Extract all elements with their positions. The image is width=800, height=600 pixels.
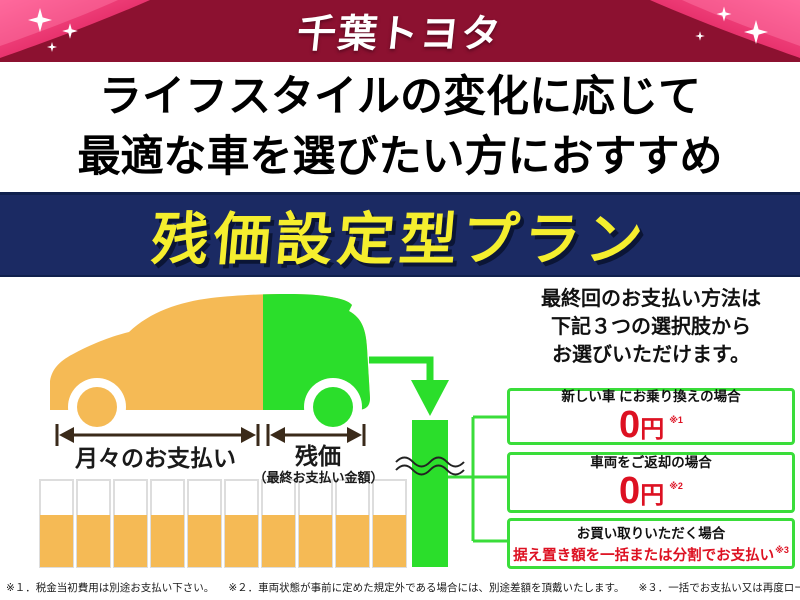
- car-illustration: [50, 294, 370, 436]
- right-ribbon-decoration: [650, 0, 800, 58]
- diagram-graphics: [39, 294, 508, 568]
- options-intro-line1: 最終回のお支払い方法は: [541, 288, 761, 310]
- option-condition: 車両をご返却の場合: [590, 455, 712, 470]
- options-intro-line2: 下記３つの選択肢から: [551, 316, 751, 338]
- left-ribbon-decoration: [0, 0, 150, 58]
- option-amount: 0円 ※1: [619, 404, 683, 446]
- note-ref: ※2: [669, 481, 683, 491]
- connector-lines: [448, 415, 508, 543]
- plan-title: 残価設定型プラン: [148, 208, 651, 272]
- option-box-purchase: お買い取りいただく場合 据え置き額を一括または分割でお支払い※3: [507, 518, 795, 569]
- note-ref: ※3: [775, 545, 789, 555]
- monthly-bars: [39, 479, 407, 568]
- footnote-1: ※１．税金当初費用は別途お支払い下さい。: [6, 582, 215, 594]
- option-condition: お買い取りいただく場合: [576, 526, 726, 541]
- footnote-3: ※３．一括でお支払い又は再度ローンを組むこともできます。: [638, 582, 800, 594]
- headline: ライフスタイルの変化に応じて 最適な車を選びたい方におすすめ: [0, 62, 800, 192]
- monthly-arrow: [55, 424, 260, 446]
- residual-label: 残価: [295, 443, 341, 469]
- front-wheel: [77, 387, 117, 427]
- header-banner: 千葉トヨタ: [0, 0, 800, 62]
- monthly-payment-label: 月々のお支払い: [75, 445, 236, 471]
- bar-break-mark: [395, 456, 465, 476]
- option-amount: 0円 ※2: [619, 470, 683, 512]
- down-arrow-icon: [369, 356, 449, 416]
- footnote-2: ※２．車両状態が事前に定めた規定外である場合には、別途差額を頂戴いたします。: [228, 582, 625, 594]
- options-intro: 最終回のお支払い方法は 下記３つの選択肢から お選びいただけます。: [505, 285, 797, 369]
- residual-sublabel: （最終お支払い金額）: [253, 470, 384, 485]
- option-payment-text: 据え置き額を一括または分割でお支払い※3: [513, 545, 789, 564]
- rear-wheel: [313, 387, 353, 427]
- payment-diagram: 月々のお支払い 残価 （最終お支払い金額） 最終回のお支払い方法は 下記３つの選…: [0, 277, 800, 575]
- note-ref: ※1: [669, 415, 683, 425]
- headline-line1: ライフスタイルの変化に応じて: [99, 73, 701, 121]
- option-box-return: 車両をご返却の場合 0円 ※2: [507, 452, 795, 513]
- option-condition: 新しい車 にお乗り換えの場合: [561, 389, 741, 404]
- brand-logo: 千葉トヨタ: [294, 13, 505, 56]
- plan-banner: 残価設定型プラン: [0, 192, 800, 277]
- residual-bar: [412, 420, 448, 567]
- footnotes: ※１．税金当初費用は別途お支払い下さい。 ※２．車両状態が事前に定めた規定外であ…: [0, 575, 800, 600]
- header-decoration: [0, 0, 800, 58]
- options-intro-line3: お選びいただけます。: [552, 344, 750, 366]
- option-box-trade-in: 新しい車 にお乗り換えの場合 0円 ※1: [507, 388, 795, 445]
- residual-arrow: [266, 424, 366, 446]
- headline-line2: 最適な車を選びたい方におすすめ: [77, 133, 723, 181]
